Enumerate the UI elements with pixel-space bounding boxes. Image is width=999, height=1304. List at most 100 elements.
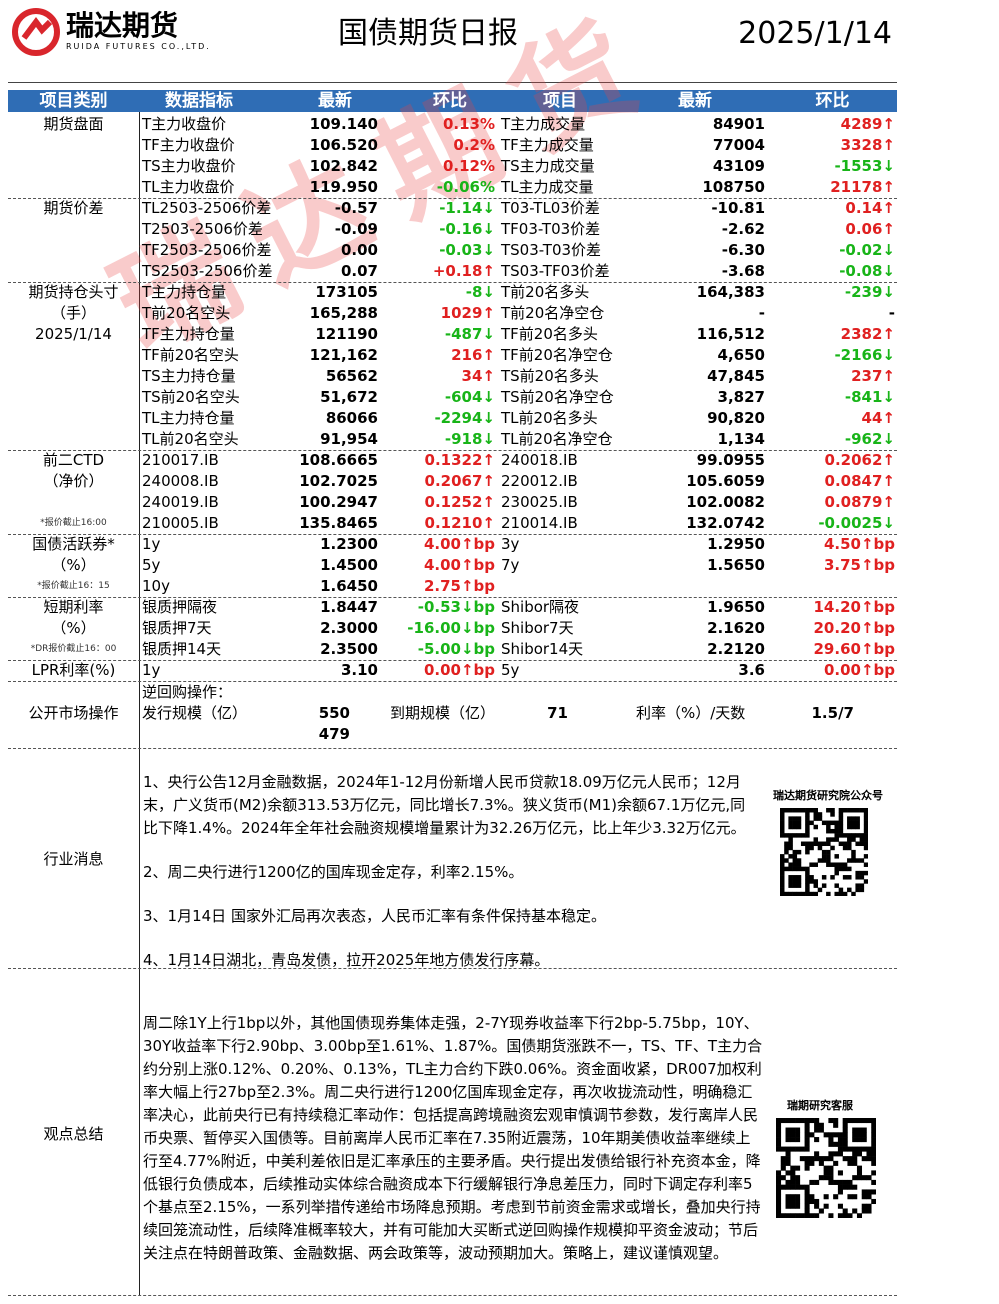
value-cell: 99.0955 [696, 451, 765, 469]
value-cell: 102.7025 [299, 472, 378, 490]
value-cell: 119.950 [309, 178, 378, 196]
change-cell: 0.2% [453, 136, 495, 154]
section-label: 2025/1/14 [35, 325, 112, 343]
news-item: 3、1月14日 国家外汇局再次表态，人民币汇率有条件保持基本稳定。 [143, 907, 606, 925]
value-cell: -0.57 [334, 199, 378, 217]
item-cell: T主力成交量 [501, 115, 586, 133]
value-cell: 1.9650 [707, 598, 765, 616]
value-cell: 0.00 [340, 241, 378, 259]
value-cell: 109.140 [309, 115, 378, 133]
change-cell: 0.06↑ [845, 220, 895, 238]
item-cell: TS03-T03价差 [501, 241, 602, 259]
item-cell: 5y [142, 556, 161, 574]
item-cell: T2503-2506价差 [142, 220, 263, 238]
value-cell: 0.07 [340, 262, 378, 280]
value-cell: 2.2120 [707, 640, 765, 658]
change-cell: 0.14↑ [845, 199, 895, 217]
value-cell: 2.3000 [320, 619, 378, 637]
column-header: 最新 [318, 91, 352, 111]
item-cell: 银质押14天 [142, 640, 222, 658]
change-cell: -0.16↓ [439, 220, 495, 238]
item-cell: Shibor隔夜 [501, 598, 580, 616]
item-cell: TS主力成交量 [501, 157, 595, 175]
value-cell: -6.30 [721, 241, 765, 259]
item-cell: 10y [142, 577, 170, 595]
change-cell: 0.0879↑ [824, 493, 895, 511]
section-rule [8, 282, 897, 283]
item-cell: 240019.IB [142, 493, 219, 511]
change-cell: 1029↑ [440, 304, 495, 322]
change-cell: -5.00↓bp [417, 640, 495, 658]
change-cell: 0.12% [442, 157, 495, 175]
change-cell: 20.20↑bp [813, 619, 896, 637]
change-cell: 14.20↑bp [813, 598, 896, 616]
column-header: 环比 [815, 91, 850, 111]
value-cell: 108750 [702, 178, 765, 196]
value-cell: 105.6059 [686, 472, 765, 490]
change-cell: 0.0847↑ [824, 472, 895, 490]
change-cell: 2.75↑bp [423, 577, 495, 595]
qr-caption: 瑞期研究客服 [787, 1099, 853, 1112]
bottom-rule [8, 1295, 897, 1296]
value-cell: 71 [547, 704, 568, 722]
change-cell: 4.00↑bp [423, 535, 495, 553]
value-cell: 1.8447 [320, 598, 378, 616]
value-cell: 77004 [712, 136, 765, 154]
item-cell: TL前20名空头 [142, 430, 239, 448]
change-cell: 4289↑ [840, 115, 895, 133]
section-label: （手） [50, 304, 96, 322]
item-cell: TS前20名净空仓 [501, 388, 614, 406]
item-cell: TL2503-2506价差 [142, 199, 272, 217]
change-cell: -239↓ [844, 283, 895, 301]
value-cell: -2.62 [721, 220, 765, 238]
change-cell: -2166↓ [834, 346, 895, 364]
value-cell: 164,383 [696, 283, 765, 301]
item-cell: TS前20名多头 [501, 367, 599, 385]
section-rule [8, 660, 897, 661]
change-cell: 3.75↑bp [823, 556, 895, 574]
change-cell: 0.1210↑ [424, 514, 495, 532]
item-cell: 240018.IB [501, 451, 578, 469]
change-cell: -962↓ [844, 430, 895, 448]
value-cell: -10.81 [711, 199, 765, 217]
value-cell: 102.0082 [686, 493, 765, 511]
item-cell: TF前20名净空仓 [501, 346, 613, 364]
item-cell: T主力收盘价 [142, 115, 227, 133]
value-cell: 1.5650 [707, 556, 765, 574]
item-cell: TS03-TF03价差 [501, 262, 610, 280]
qr-code [780, 808, 868, 896]
change-cell: 34↑ [461, 367, 495, 385]
section-rule [8, 450, 897, 451]
section-rule [8, 681, 897, 682]
item-cell: 利率（%）/天数 [636, 704, 746, 722]
item-cell: TS主力持仓量 [142, 367, 236, 385]
item-cell: 210014.IB [501, 514, 578, 532]
value-cell: 479 [318, 725, 350, 743]
change-cell: 0.2062↑ [824, 451, 895, 469]
section-rule [8, 198, 897, 199]
change-cell: -0.0025↓ [818, 514, 895, 532]
report-title: 国债期货日报 [338, 16, 518, 51]
value-cell: 132.0742 [686, 514, 765, 532]
column-header: 环比 [433, 91, 467, 111]
section-label: 期货盘面 [43, 115, 104, 133]
item-cell: Shibor7天 [501, 619, 574, 637]
item-cell: 210017.IB [142, 451, 219, 469]
change-cell: 0.13% [442, 115, 495, 133]
change-cell: 0.2067↑ [424, 472, 495, 490]
value-cell: 135.8465 [299, 514, 378, 532]
change-cell: 4.50↑bp [823, 535, 895, 553]
section-label: 前二CTD [42, 451, 105, 469]
section-label: （%） [51, 619, 96, 637]
item-cell: 1y [142, 661, 161, 679]
change-cell: 0.00↑bp [423, 661, 495, 679]
value-cell: 100.2947 [299, 493, 378, 511]
value-cell: 108.6665 [299, 451, 378, 469]
item-cell: TS2503-2506价差 [142, 262, 273, 280]
item-cell: TF前20名空头 [142, 346, 239, 364]
item-cell: TS主力收盘价 [142, 157, 236, 175]
value-cell: 2.1620 [707, 619, 765, 637]
column-header: 数据指标 [165, 91, 233, 111]
change-cell: -8↓ [465, 283, 495, 301]
